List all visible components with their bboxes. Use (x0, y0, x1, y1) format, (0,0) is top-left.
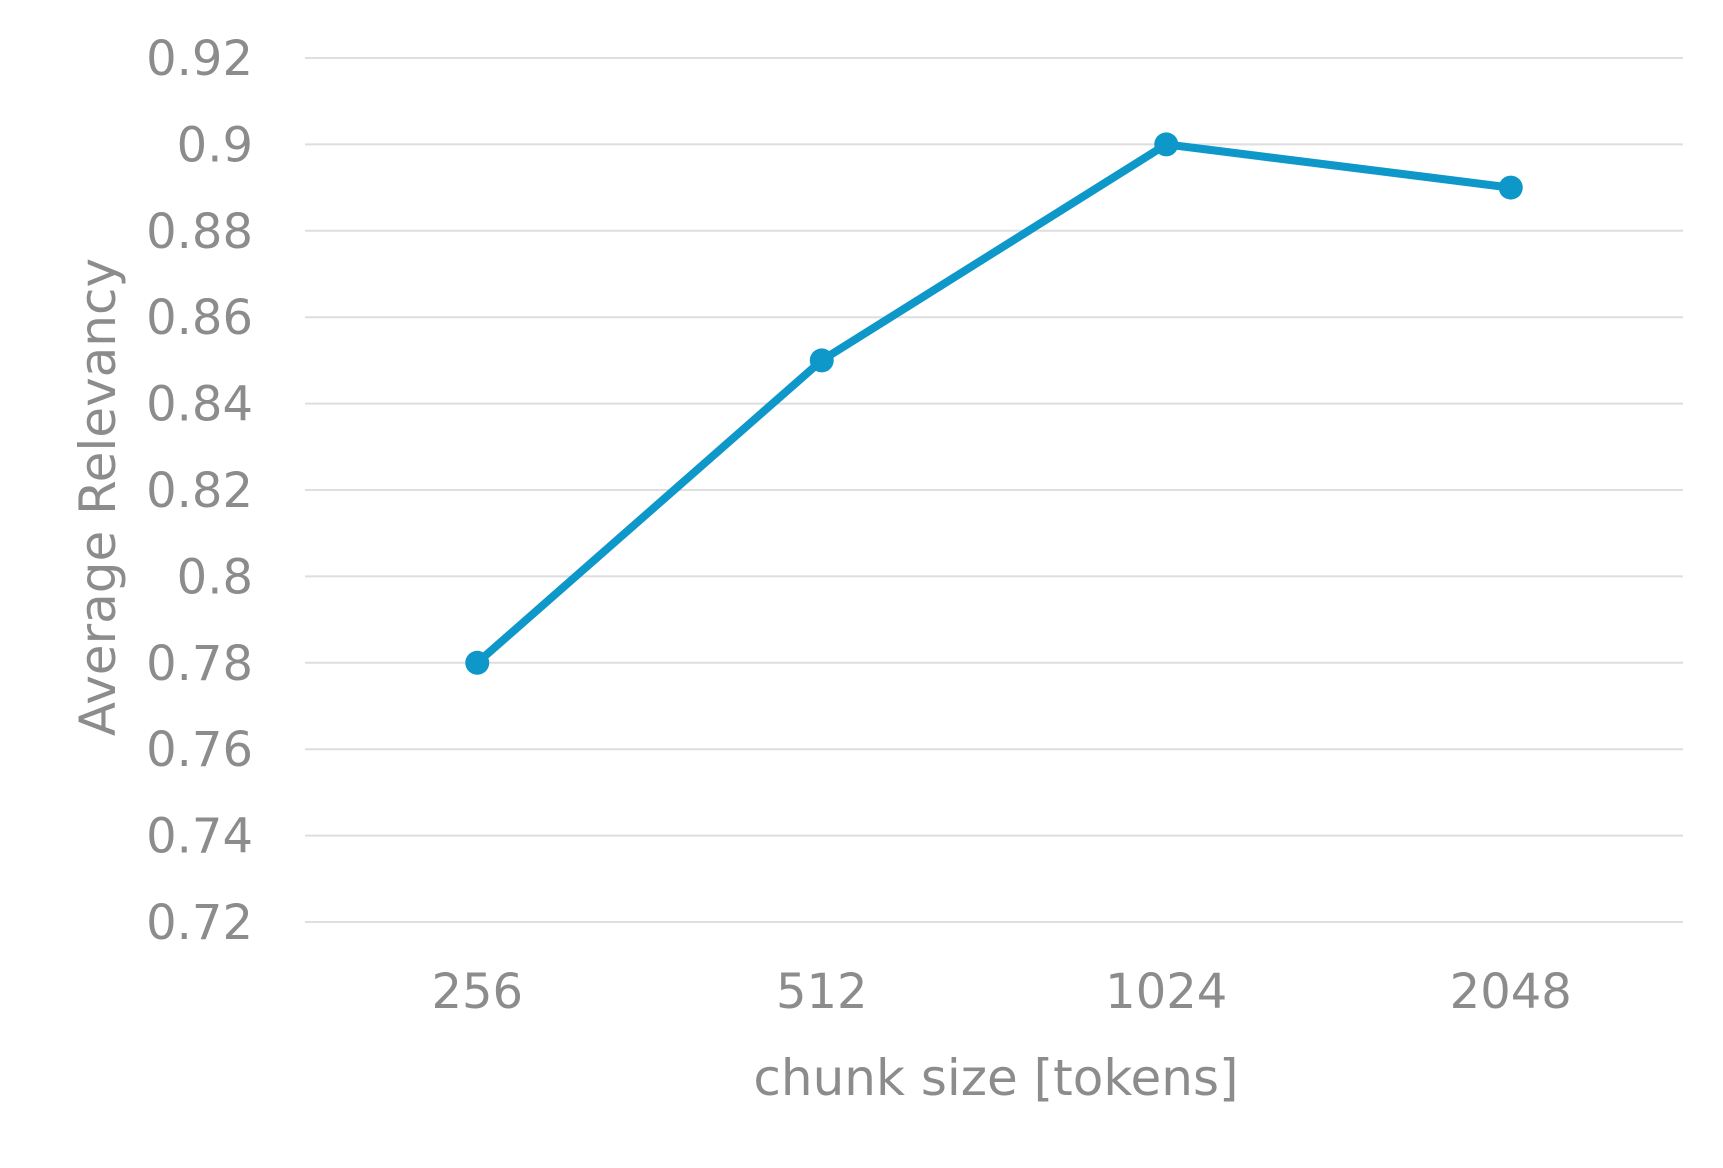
y-tick-label: 0.76 (146, 722, 253, 778)
y-tick-label: 0.92 (146, 31, 253, 87)
x-tick-label: 2048 (1450, 964, 1572, 1020)
y-tick-label: 0.72 (146, 895, 253, 951)
y-tick-label: 0.88 (146, 204, 253, 260)
y-axis-title: Average Relevancy (69, 258, 127, 736)
x-tick-label: 1024 (1105, 964, 1227, 1020)
y-tick-label: 0.78 (146, 636, 253, 692)
series-layer (465, 132, 1523, 675)
gridlines (305, 57, 1683, 923)
data-point (1154, 132, 1179, 157)
y-tick-label: 0.82 (146, 463, 253, 519)
x-tick-label: 256 (431, 964, 523, 1020)
x-axis-title: chunk size [tokens] (753, 1049, 1238, 1107)
y-tick-labels: 0.72 0.74 0.76 0.78 0.8 0.82 0.84 0.86 0.88 0.9 0.… (146, 31, 253, 951)
series-line (473, 140, 1515, 667)
x-tick-labels: 256 512 1024 2048 (431, 964, 1571, 1020)
data-point (809, 348, 834, 373)
data-point (465, 650, 490, 675)
y-tick-label: 0.86 (146, 290, 253, 346)
y-tick-label: 0.74 (146, 809, 253, 865)
x-tick-label: 512 (776, 964, 868, 1020)
y-tick-label: 0.9 (177, 117, 253, 173)
y-tick-label: 0.8 (177, 549, 253, 605)
data-point (1498, 175, 1523, 200)
y-tick-label: 0.84 (146, 377, 253, 433)
